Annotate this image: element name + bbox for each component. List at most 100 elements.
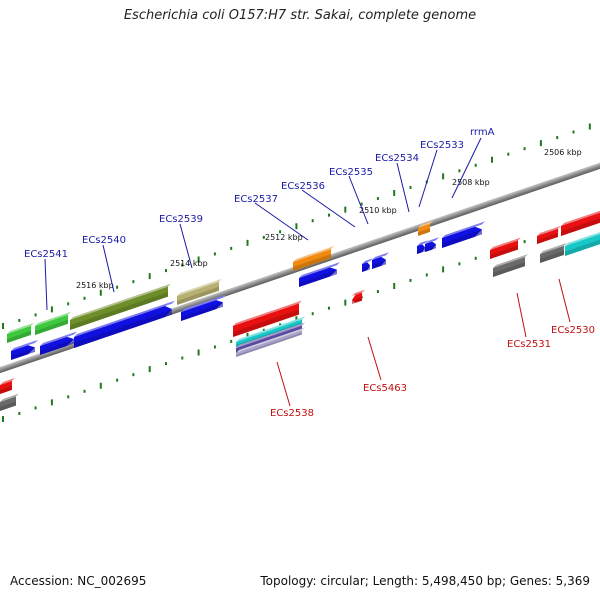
gene-label-ecs2533[interactable]: ECs2533 bbox=[420, 140, 464, 151]
tick-mark bbox=[197, 256, 200, 263]
gene-label-ecs2539[interactable]: ECs2539 bbox=[159, 214, 203, 225]
feature-blue-10-shadow bbox=[442, 229, 482, 248]
tick-mark bbox=[409, 278, 412, 282]
feature-red-4-top bbox=[0, 377, 15, 385]
tick-mark bbox=[132, 373, 135, 377]
feature-blue-10 bbox=[442, 221, 485, 248]
feature-orange-2 bbox=[418, 220, 433, 236]
tick-mark bbox=[425, 273, 428, 277]
topology-text: Topology: circular; Length: 5,498,450 bp… bbox=[260, 574, 590, 588]
feature-cyan bbox=[565, 232, 600, 256]
tick-mark bbox=[83, 296, 86, 300]
tick-mark bbox=[34, 406, 37, 410]
gene-label-ecs2540[interactable]: ECs2540 bbox=[82, 235, 126, 246]
tick-mark bbox=[311, 219, 314, 223]
feature-cyan-shadow bbox=[565, 239, 600, 256]
tick-mark bbox=[295, 223, 298, 230]
feature-gray-2-top bbox=[540, 242, 567, 254]
tick-mark bbox=[409, 185, 412, 189]
feature-red-1-top bbox=[490, 237, 521, 250]
feature-orange-1-top bbox=[293, 246, 334, 262]
feature-blue-4-top bbox=[181, 294, 226, 312]
feature-blue-2-shadow bbox=[40, 339, 74, 355]
tick-mark bbox=[328, 213, 330, 217]
feature-red-5-shadow bbox=[233, 309, 299, 337]
feature-red-3-shadow bbox=[561, 218, 600, 236]
tick-mark bbox=[18, 318, 21, 322]
gene-label-ecs2536[interactable]: ECs2536 bbox=[281, 181, 325, 192]
tick-mark bbox=[116, 378, 119, 382]
feature-gray-1-shadow bbox=[493, 262, 525, 277]
tick-mark bbox=[279, 230, 282, 234]
feature-olive-top bbox=[70, 283, 171, 320]
gene-label-ecs2530[interactable]: ECs2530 bbox=[551, 325, 595, 336]
tick-mark bbox=[99, 382, 102, 389]
tick-mark bbox=[295, 316, 298, 323]
tick-mark bbox=[262, 328, 265, 332]
tick-mark bbox=[376, 197, 379, 201]
tick-mark bbox=[197, 349, 200, 356]
feature-blue-5-top bbox=[299, 262, 340, 278]
feature-blue-4-shadow bbox=[181, 302, 223, 321]
tick-mark bbox=[18, 411, 21, 415]
feature-blue-7-shadow bbox=[372, 260, 386, 269]
tick-mark bbox=[50, 306, 53, 313]
feature-lavender bbox=[236, 327, 305, 357]
tick-mark bbox=[246, 239, 249, 246]
tick-mark bbox=[507, 152, 510, 156]
feature-green-2-shadow bbox=[35, 319, 68, 335]
gene-label-rrmA[interactable]: rrmA bbox=[470, 127, 495, 138]
tick-mark bbox=[311, 312, 314, 316]
feature-orange-1-shadow bbox=[293, 254, 331, 271]
label-leaders bbox=[44, 137, 571, 407]
map-title: Escherichia coli O157:H7 str. Sakai, com… bbox=[123, 8, 477, 23]
feature-blue-6-top bbox=[362, 258, 373, 264]
feature-blue-3 bbox=[74, 300, 175, 348]
feature-green-1-shadow bbox=[7, 330, 31, 343]
feature-green-2 bbox=[35, 311, 71, 335]
feature-blue-4 bbox=[181, 294, 226, 321]
feature-red-2-shadow bbox=[537, 233, 558, 244]
feature-blue-3-top bbox=[74, 300, 175, 337]
tick-mark bbox=[116, 285, 119, 289]
gene-features bbox=[0, 210, 600, 411]
tick-mark bbox=[67, 395, 70, 399]
feature-blue-7-top bbox=[372, 252, 389, 260]
tick-mark bbox=[279, 323, 282, 327]
feature-red-3-top bbox=[561, 210, 600, 226]
gene-label-ecs2537[interactable]: ECs2537 bbox=[234, 194, 278, 205]
gene-label-ecs2531[interactable]: ECs2531 bbox=[507, 339, 551, 350]
feature-lavender-shadow bbox=[236, 332, 302, 357]
feature-blue-6 bbox=[362, 258, 373, 272]
feature-blue-2 bbox=[40, 331, 77, 355]
tick-mark bbox=[99, 289, 102, 296]
scale-label: 2508 kbp bbox=[452, 178, 490, 187]
feature-blue-2-top bbox=[40, 331, 77, 346]
feature-purple-top bbox=[236, 322, 305, 348]
feature-orange-1 bbox=[293, 246, 334, 271]
tick-mark bbox=[442, 266, 445, 273]
tick-mark bbox=[556, 136, 559, 140]
tick-mark bbox=[344, 206, 347, 213]
gene-label-ecs2535[interactable]: ECs2535 bbox=[329, 167, 373, 178]
gene-label-ecs2538[interactable]: ECs2538 bbox=[270, 408, 314, 419]
tick-mark bbox=[458, 262, 461, 266]
tick-mark bbox=[181, 356, 184, 360]
feature-cyan-top bbox=[565, 232, 600, 246]
feature-blue-6-shadow bbox=[362, 265, 370, 272]
tick-mark bbox=[523, 240, 526, 244]
tick-mark bbox=[344, 299, 347, 306]
feature-red-2-top bbox=[537, 225, 561, 236]
tick-mark bbox=[165, 362, 167, 366]
tick-mark bbox=[246, 332, 249, 339]
feature-blue-8-top bbox=[417, 240, 428, 246]
gene-label-ecs2541[interactable]: ECs2541 bbox=[24, 249, 68, 260]
tick-mark bbox=[83, 389, 86, 393]
gene-label-ecs2534[interactable]: ECs2534 bbox=[375, 153, 419, 164]
feature-khaki bbox=[177, 278, 222, 305]
gene-label-ecs5463[interactable]: ECs5463 bbox=[363, 383, 407, 394]
feature-blue-8 bbox=[417, 240, 428, 254]
feature-blue-1-shadow bbox=[11, 347, 35, 360]
tick-mark bbox=[328, 306, 330, 310]
